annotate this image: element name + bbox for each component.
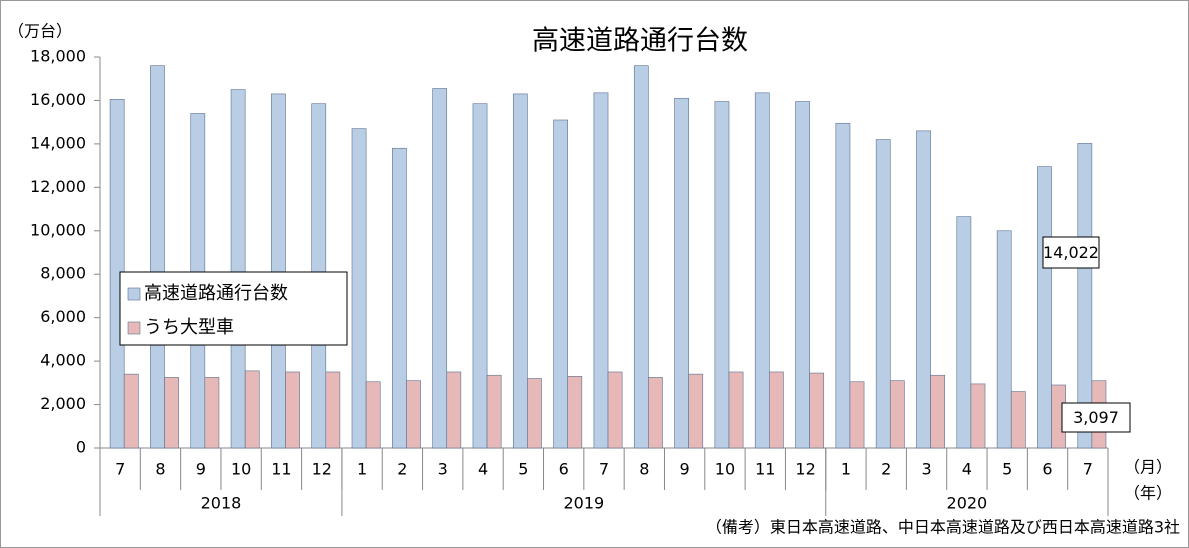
legend-box: [119, 271, 348, 346]
x-tick-label: 11: [755, 460, 775, 479]
y-tick-label: 2,000: [40, 394, 86, 413]
x-tick-label: 6: [1042, 460, 1052, 479]
x-tick-label: 1: [841, 460, 851, 479]
y-unit: （万台）: [8, 22, 72, 41]
bar: [365, 381, 381, 449]
bar: [230, 89, 246, 449]
legend-swatch: [127, 321, 141, 335]
bar: [1010, 391, 1026, 449]
x-tick-label: 12: [312, 460, 332, 479]
bar: [889, 380, 905, 449]
bar: [728, 371, 744, 449]
x-tick-label: 2: [397, 460, 407, 479]
bar: [432, 88, 448, 449]
bar: [150, 65, 165, 449]
bar: [351, 128, 367, 449]
bar: [164, 377, 179, 449]
bar: [204, 377, 220, 449]
bar: [1077, 143, 1093, 449]
bar: [123, 373, 139, 449]
bar: [714, 101, 730, 449]
bar: [1037, 166, 1052, 449]
x-tick-label: 3: [438, 460, 448, 479]
y-tick-label: 4,000: [40, 351, 86, 370]
bar: [472, 103, 488, 449]
bar: [633, 65, 649, 449]
x-tick-label: 9: [196, 460, 206, 479]
month-unit: （月）: [1124, 458, 1172, 477]
legend-label: うち大型車: [144, 317, 234, 338]
bar: [285, 371, 300, 449]
x-tick-label: 5: [1002, 460, 1012, 479]
x-tick-label: 10: [715, 460, 735, 479]
bar: [970, 383, 986, 449]
bar: [956, 216, 972, 449]
bar: [769, 371, 784, 449]
bar: [593, 92, 609, 449]
y-tick-label: 16,000: [30, 90, 86, 109]
year-label: 2018: [201, 494, 242, 513]
bar: [674, 97, 689, 449]
year-label: 2020: [947, 494, 988, 513]
y-tick-label: 8,000: [40, 264, 86, 283]
bar: [567, 376, 583, 449]
bar: [553, 119, 569, 449]
bar: [996, 230, 1012, 449]
x-tick-label: 11: [271, 460, 291, 479]
data-label: 3,097: [1073, 408, 1119, 427]
bar: [512, 93, 528, 449]
x-tick-label: 2: [881, 460, 891, 479]
bar: [754, 92, 770, 449]
x-tick-label: 1: [357, 460, 367, 479]
legend-label: 高速道路通行台数: [144, 283, 288, 304]
year-unit: （年）: [1124, 484, 1172, 503]
x-tick-label: 3: [921, 460, 931, 479]
bar: [406, 380, 421, 449]
bar: [875, 139, 891, 449]
y-tick-label: 0: [76, 438, 86, 457]
x-tick-label: 8: [155, 460, 165, 479]
bar: [446, 371, 462, 449]
x-tick-label: 9: [680, 460, 690, 479]
bar: [835, 122, 851, 449]
x-tick-label: 5: [518, 460, 528, 479]
bar: [325, 371, 341, 449]
bar: [527, 378, 542, 449]
bar: [795, 101, 810, 449]
bar: [607, 371, 623, 449]
data-label: 14,022: [1043, 243, 1099, 262]
bar: [244, 370, 260, 449]
bar: [271, 93, 286, 449]
x-tick-label: 10: [231, 460, 251, 479]
y-tick-label: 12,000: [30, 177, 86, 196]
bar: [916, 130, 931, 449]
data-label-box: [1042, 236, 1100, 269]
x-tick-label: 7: [1083, 460, 1093, 479]
bar: [809, 372, 825, 449]
bar: [849, 381, 865, 449]
bar: [688, 373, 704, 449]
x-tick-label: 12: [795, 460, 815, 479]
bar: [930, 374, 946, 449]
x-tick-label: 4: [962, 460, 972, 479]
bar: [486, 374, 502, 449]
y-tick-label: 18,000: [30, 47, 86, 66]
bar: [392, 147, 407, 449]
x-tick-label: 7: [115, 460, 125, 479]
x-tick-label: 7: [599, 460, 609, 479]
year-label: 2019: [563, 494, 604, 513]
data-label-box: [1061, 402, 1131, 433]
chart-title: 高速道路通行台数: [532, 26, 748, 57]
y-tick-label: 14,000: [30, 133, 86, 152]
x-tick-label: 4: [478, 460, 488, 479]
legend-swatch: [127, 287, 141, 301]
y-tick-label: 10,000: [30, 220, 86, 239]
y-tick-label: 6,000: [40, 307, 86, 326]
note: （備考）東日本高速道路、中日本高速道路及び西日本高速道路3社: [706, 518, 1180, 537]
bar: [648, 377, 663, 449]
x-tick-label: 8: [639, 460, 649, 479]
x-tick-label: 6: [559, 460, 569, 479]
